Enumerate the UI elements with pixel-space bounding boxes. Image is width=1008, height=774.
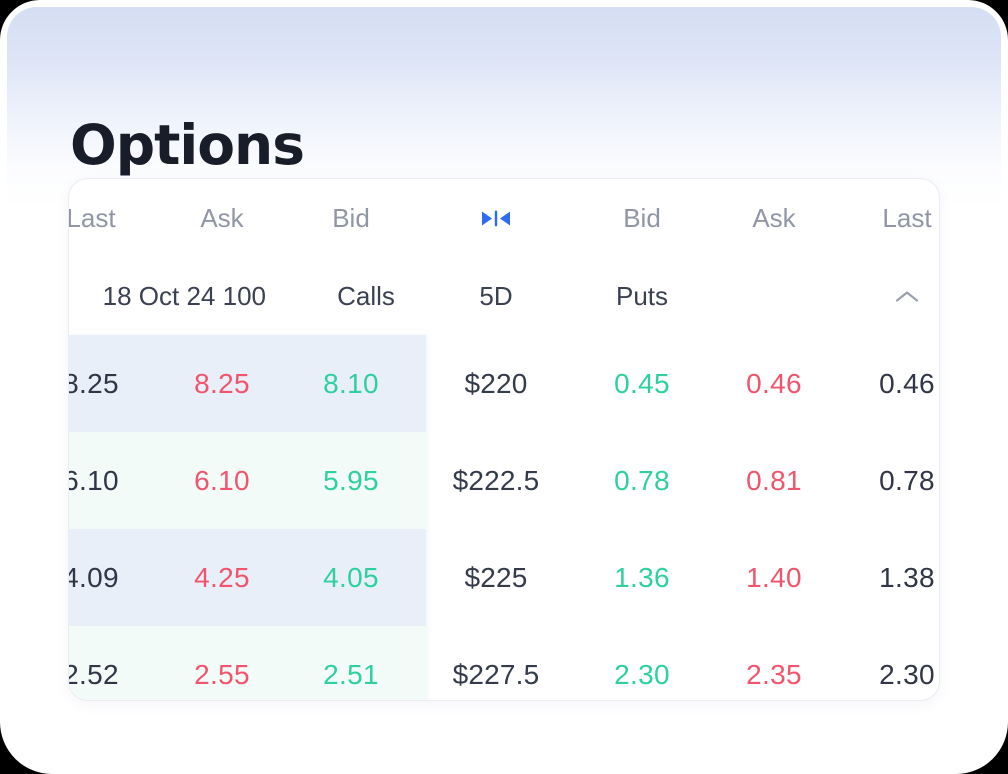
options-chain-table: Last Ask Bid Bid Ask Last 18 Oct 24 100 … (68, 179, 939, 700)
put-ask-cell[interactable]: 0.46 (746, 367, 802, 399)
call-last-cell[interactable]: 4.09 (68, 561, 119, 593)
put-bid-cell[interactable]: 1.36 (614, 561, 670, 593)
strike-cell[interactable]: $227.5 (452, 658, 540, 690)
page-title: Options (70, 112, 305, 177)
strike-cell[interactable]: $220 (464, 367, 528, 399)
chevron-up-icon[interactable] (840, 257, 939, 335)
put-ask-cell[interactable]: 2.35 (746, 658, 802, 690)
options-chain-card: Last Ask Bid Bid Ask Last 18 Oct 24 100 … (68, 178, 940, 701)
period-label: 5D (479, 280, 513, 311)
call-last-column-header[interactable]: Last (68, 202, 116, 233)
put-last-column-header[interactable]: Last (882, 202, 932, 233)
put-last-cell[interactable]: 0.78 (879, 464, 935, 496)
calls-highlight-block (69, 335, 426, 700)
calls-section-label: Calls (337, 280, 395, 311)
call-bid-cell[interactable]: 4.05 (323, 561, 379, 593)
calls-row-band (69, 529, 426, 626)
expiry-contract-label[interactable]: 18 Oct 24 100 (102, 280, 266, 311)
call-last-cell[interactable]: 8.25 (68, 367, 119, 399)
call-last-cell[interactable]: 2.52 (68, 658, 119, 690)
put-ask-column-header[interactable]: Ask (752, 202, 796, 233)
put-bid-cell[interactable]: 0.78 (614, 464, 670, 496)
call-ask-cell[interactable]: 8.25 (194, 367, 250, 399)
put-last-cell[interactable]: 1.38 (879, 561, 935, 593)
call-bid-cell[interactable]: 2.51 (323, 658, 379, 690)
call-last-cell[interactable]: 6.10 (68, 464, 119, 496)
put-ask-cell[interactable]: 1.40 (746, 561, 802, 593)
call-ask-cell[interactable]: 4.25 (194, 561, 250, 593)
put-bid-cell[interactable]: 0.45 (614, 367, 670, 399)
calls-row-band (69, 626, 426, 700)
call-bid-cell[interactable]: 5.95 (323, 464, 379, 496)
strike-cell[interactable]: $222.5 (452, 464, 540, 496)
put-last-cell[interactable]: 0.46 (879, 367, 935, 399)
put-bid-cell[interactable]: 2.30 (614, 658, 670, 690)
collapse-columns-icon[interactable] (416, 179, 576, 257)
calls-row-band (69, 335, 426, 432)
call-bid-column-header[interactable]: Bid (332, 202, 370, 233)
call-ask-column-header[interactable]: Ask (200, 202, 244, 233)
puts-section-label: Puts (615, 280, 669, 311)
put-last-cell[interactable]: 2.30 (879, 658, 935, 690)
put-ask-cell[interactable]: 0.81 (746, 464, 802, 496)
put-bid-column-header[interactable]: Bid (623, 202, 661, 233)
strike-cell[interactable]: $225 (464, 561, 528, 593)
call-bid-cell[interactable]: 8.10 (323, 367, 379, 399)
calls-row-band (69, 432, 426, 529)
call-ask-cell[interactable]: 6.10 (194, 464, 250, 496)
call-ask-cell[interactable]: 2.55 (194, 658, 250, 690)
